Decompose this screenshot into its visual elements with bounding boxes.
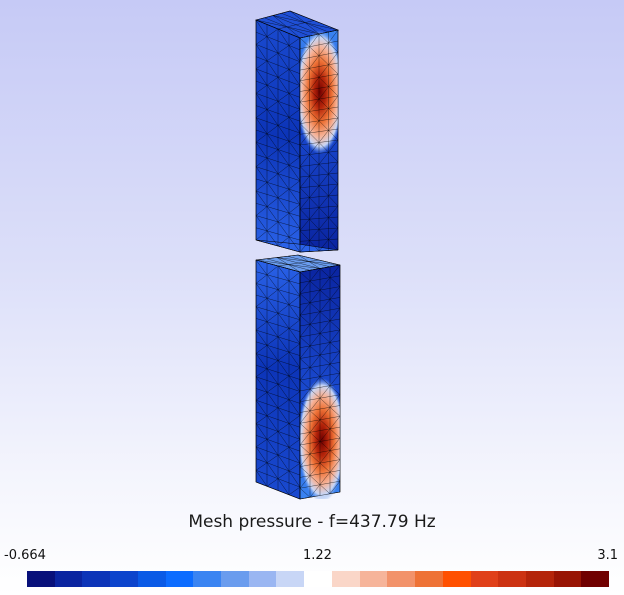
colorbar-swatch	[193, 571, 222, 587]
colorbar-swatch	[110, 571, 138, 587]
colorbar-swatch	[221, 571, 249, 587]
colorbar-swatch	[415, 571, 443, 587]
lower-block-mesh-lines	[255, 254, 341, 500]
colorbar-swatch	[525, 571, 554, 587]
mesh-edges	[255, 10, 339, 39]
colorbar-swatch	[498, 571, 526, 587]
colorbar-mid-label: 1.22	[303, 548, 332, 563]
mesh-plot	[255, 10, 341, 500]
upper-block-mesh-lines	[255, 10, 339, 253]
colorbar-swatch	[470, 571, 499, 587]
plot-title: Mesh pressure - f=437.79 Hz	[188, 512, 436, 532]
colorbar-swatch	[331, 571, 360, 587]
colorbar-swatch	[165, 571, 194, 587]
colorbar-swatch	[248, 571, 277, 587]
colorbar-swatch	[553, 571, 582, 587]
colorbar-swatch	[581, 571, 610, 587]
colorbar-swatch	[276, 571, 305, 587]
colorbar	[27, 571, 610, 587]
colorbar-swatch	[304, 571, 332, 587]
colorbar-swatch	[387, 571, 416, 587]
upper-block	[255, 10, 340, 253]
colorbar-swatch	[137, 571, 166, 587]
lower-block	[255, 254, 341, 500]
colorbar-swatch	[82, 571, 111, 587]
colorbar-max-label: 3.1	[597, 548, 618, 563]
colorbar-swatch	[54, 571, 83, 587]
colorbar-swatch	[359, 571, 388, 587]
mesh-edges	[255, 254, 341, 273]
upper-pressure-hotspot	[300, 30, 338, 154]
colorbar-swatch	[27, 571, 55, 587]
colorbar-swatch	[442, 571, 471, 587]
mesh-viewport[interactable]	[0, 0, 624, 510]
lower-pressure-hotspot	[300, 378, 340, 499]
colorbar-min-label: -0.664	[4, 548, 46, 563]
